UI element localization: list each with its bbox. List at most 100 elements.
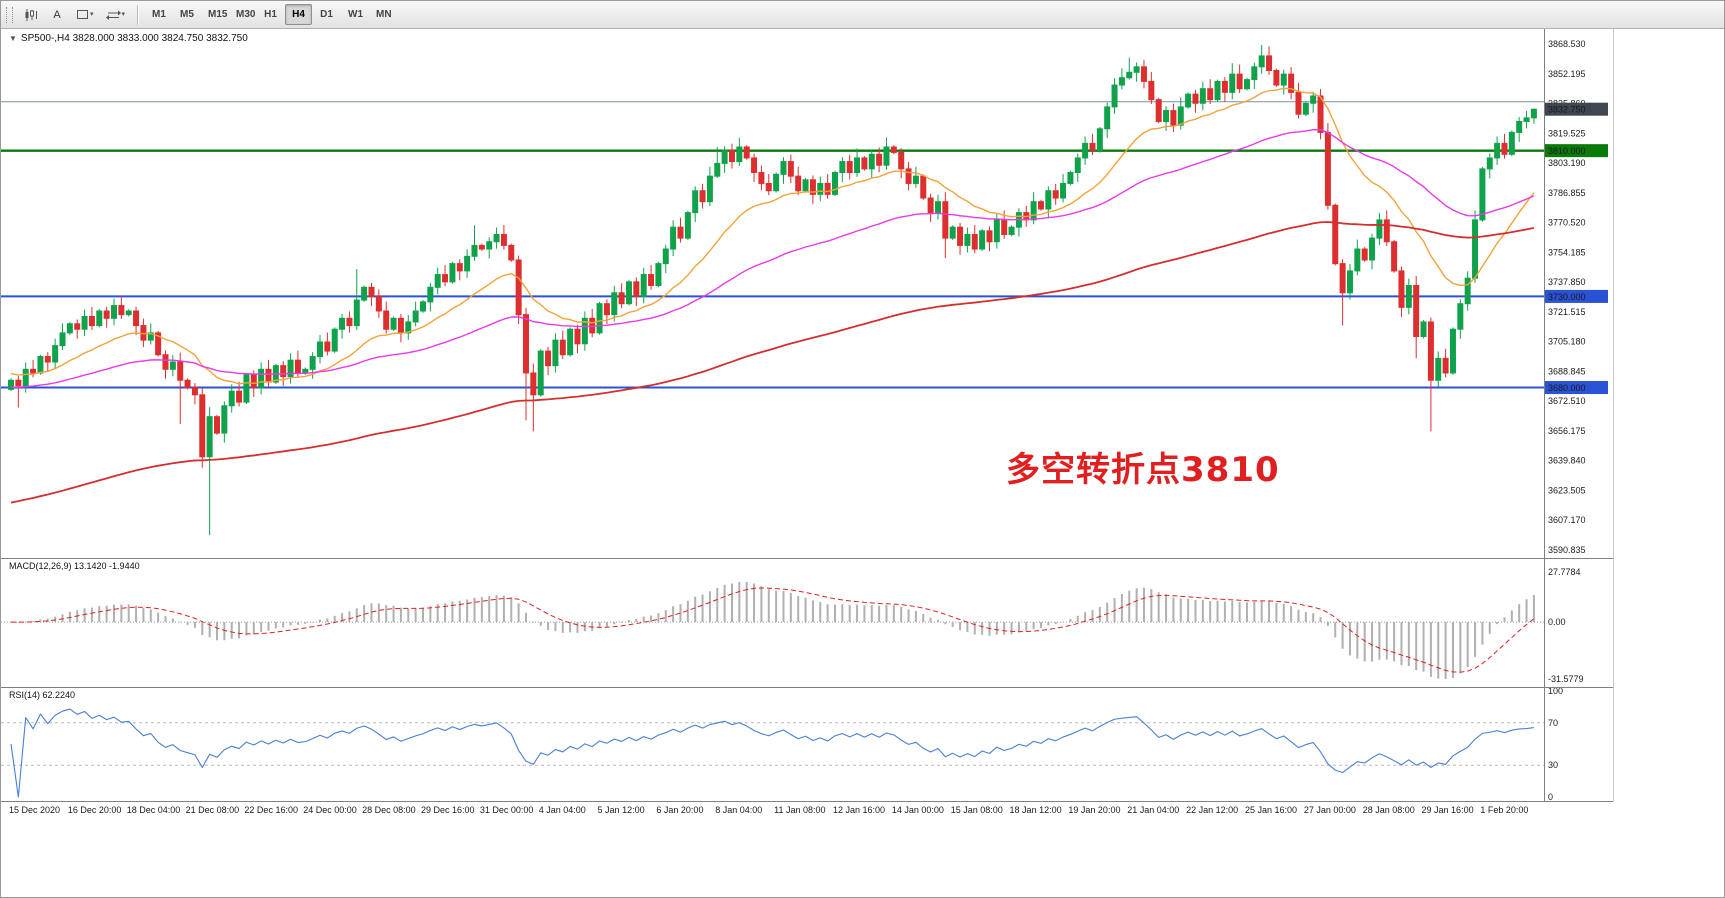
candle-body [633, 281, 640, 297]
macd-histogram-bar [495, 595, 498, 623]
candle-body [243, 374, 250, 403]
chart-container[interactable]: 3868.5303852.1953835.8603819.5253803.190… [1, 29, 1725, 898]
macd-histogram-bar [959, 622, 962, 631]
macd-histogram-bar [1165, 594, 1168, 623]
macd-histogram-bar [1488, 622, 1491, 634]
candle-body [1045, 190, 1052, 210]
candle-body [648, 274, 655, 286]
macd-histogram-bar [885, 605, 888, 623]
candle-body [934, 201, 941, 214]
macd-histogram-bar [1157, 592, 1160, 623]
macd-histogram-bar [1437, 622, 1440, 679]
candle-body [162, 354, 169, 370]
macd-histogram-bar [1319, 617, 1322, 623]
candle-body [1067, 172, 1074, 184]
macd-histogram-bar [186, 622, 189, 625]
timeframe-button-w1[interactable]: W1 [341, 4, 368, 25]
candle-body [228, 390, 235, 407]
candle-body [1243, 79, 1250, 90]
macd-histogram-bar [274, 622, 277, 629]
candle-body [699, 190, 706, 203]
candle-body [1472, 219, 1479, 279]
macd-histogram-bar [1231, 601, 1234, 623]
candle-body [405, 321, 412, 334]
toolbar-grip[interactable] [6, 6, 13, 23]
time-axis-label: 22 Jan 12:00 [1186, 805, 1238, 815]
macd-histogram-bar [1503, 617, 1506, 623]
frame-glyph [77, 10, 88, 19]
candle-body [795, 175, 802, 192]
timeframe-button-h4[interactable]: H4 [285, 4, 313, 25]
macd-histogram-bar [782, 591, 785, 623]
cursor-a-button[interactable]: A [45, 4, 69, 26]
candle-body [743, 146, 750, 159]
candle-body [1214, 80, 1221, 101]
macd-histogram-bar [1378, 622, 1381, 660]
bar-chart-icon[interactable] [19, 4, 43, 26]
macd-axis-label: 0.00 [1548, 617, 1566, 627]
macd-axis-label: 27.7784 [1548, 567, 1581, 577]
macd-histogram-bar [1003, 622, 1006, 635]
macd-histogram-bar [444, 603, 447, 623]
candle-body [199, 394, 206, 458]
timeframe-button-h1[interactable]: H1 [257, 4, 284, 25]
macd-histogram-bar [466, 599, 469, 623]
candle-body [809, 179, 816, 195]
candle-body [1037, 201, 1044, 210]
candle-body [59, 332, 66, 347]
time-axis-label: 28 Jan 08:00 [1363, 805, 1415, 815]
macd-histogram-bar [1363, 622, 1366, 662]
time-axis-label: 16 Dec 20:00 [68, 805, 122, 815]
macd-histogram-bar [944, 622, 947, 625]
candle-body [155, 332, 162, 356]
macd-histogram-bar [1054, 622, 1057, 624]
macd-histogram-bar [61, 614, 64, 623]
macd-histogram-bar [767, 589, 770, 623]
candle-body [74, 323, 81, 330]
macd-histogram-bar [105, 605, 108, 623]
macd-histogram-bar [1245, 602, 1248, 623]
chart-annotation[interactable]: 多空转折点3810 [1006, 450, 1280, 490]
macd-histogram-bar [1385, 622, 1388, 660]
timeframe-button-d1[interactable]: D1 [313, 4, 340, 25]
frame-icon[interactable]: ▾ [71, 4, 99, 26]
macd-histogram-bar [517, 603, 520, 623]
timeframe-button-mn[interactable]: MN [369, 4, 396, 25]
candle-body [103, 310, 110, 319]
candle-body [30, 368, 37, 374]
swap-arrows-icon[interactable]: ▾ [101, 4, 131, 26]
candle-body [1155, 99, 1162, 122]
chart-canvas[interactable]: 3868.5303852.1953835.8603819.5253803.190… [1, 29, 1725, 898]
macd-histogram-bar [708, 591, 711, 623]
time-axis-label: 25 Jan 16:00 [1245, 805, 1297, 815]
candle-body [839, 161, 846, 174]
macd-histogram-bar [1422, 622, 1425, 672]
toolbar-separator [137, 4, 139, 25]
candle-body [1185, 93, 1192, 108]
time-axis-label: 12 Jan 16:00 [833, 805, 885, 815]
price-axis-label: 3737.850 [1548, 277, 1586, 287]
candle-body [1163, 110, 1170, 122]
macd-histogram-bar [929, 617, 932, 623]
timeframe-button-m30[interactable]: M30 [229, 4, 256, 25]
macd-histogram-bar [267, 622, 270, 631]
macd-histogram-bar [723, 584, 726, 623]
macd-histogram-bar [90, 607, 93, 623]
candle-body [294, 359, 301, 374]
candle-body [662, 248, 669, 265]
timeframe-button-m5[interactable]: M5 [173, 4, 200, 25]
candle-body [419, 301, 426, 312]
macd-histogram-bar [215, 622, 218, 641]
macd-histogram-bar [907, 609, 910, 623]
candle-body [949, 226, 956, 239]
chevron-down-icon: ▾ [90, 11, 94, 18]
macd-histogram-bar [502, 595, 505, 623]
price-axis-label: 3590.835 [1548, 545, 1586, 555]
macd-histogram-bar [613, 622, 616, 625]
timeframe-button-m15[interactable]: M15 [201, 4, 228, 25]
candle-body [1104, 106, 1111, 130]
macd-histogram-bar [635, 619, 638, 623]
timeframe-button-m1[interactable]: M1 [145, 4, 172, 25]
candle-body [213, 416, 220, 434]
